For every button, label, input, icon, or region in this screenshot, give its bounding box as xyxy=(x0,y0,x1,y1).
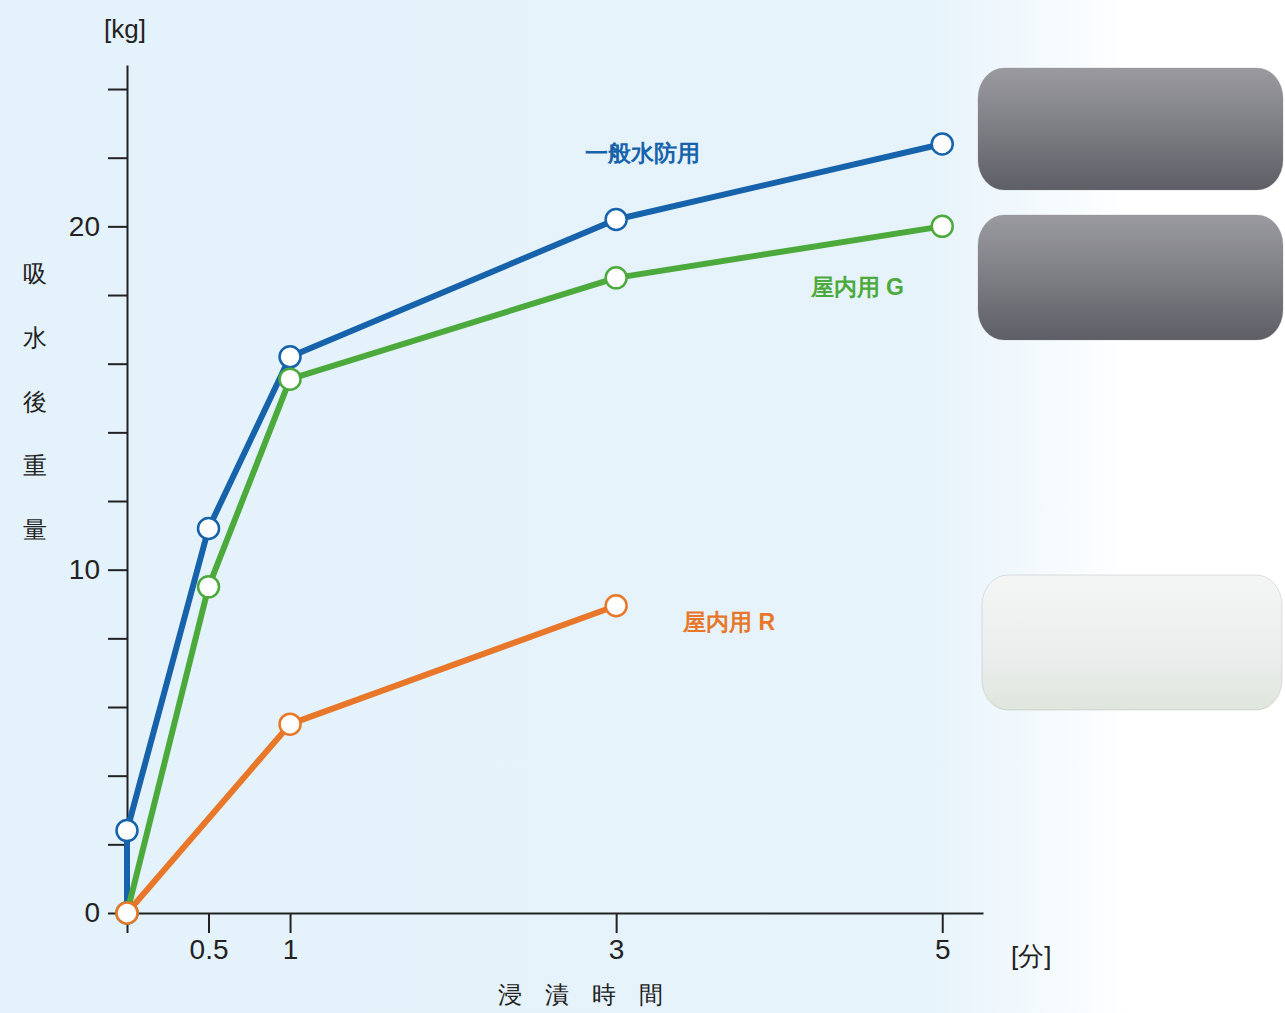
y-tick: 20 xyxy=(69,211,127,242)
x-tick-label: 1 xyxy=(283,934,299,965)
y-axis: 0 10 20 xyxy=(69,66,128,929)
x-axis: 0.5 1 3 5 xyxy=(128,913,984,965)
y-axis-line xyxy=(127,66,129,914)
y-tick xyxy=(108,638,127,639)
x-axis-line xyxy=(128,913,984,915)
series-marker xyxy=(280,369,301,390)
series-marker xyxy=(280,346,301,367)
series-marker xyxy=(932,216,953,237)
series-line xyxy=(127,606,616,913)
y-tick xyxy=(108,89,127,90)
x-tick-label: 5 xyxy=(935,934,951,965)
y-tick xyxy=(108,501,127,502)
y-tick-mark xyxy=(108,295,127,297)
chart: 0 10 20 0.5 1 3 5 [kg] [分] 吸水後重量浸漬時間 一般水防用屋内用 G 屋内用… xyxy=(0,0,1285,1013)
series-marker xyxy=(280,714,301,735)
series-marker xyxy=(117,903,138,924)
y-tick: 10 xyxy=(69,554,127,585)
series-marker xyxy=(117,820,138,841)
x-tick-label: 0.5 xyxy=(190,934,229,965)
y-tick xyxy=(108,158,127,159)
series-marker xyxy=(932,133,953,154)
y-unit: [kg] xyxy=(104,14,146,44)
series-marker xyxy=(198,518,219,539)
x-tick-mark xyxy=(208,913,210,933)
series-marker xyxy=(606,267,627,288)
series-marker xyxy=(117,903,138,924)
series-marker xyxy=(198,576,219,597)
x-tick: 0.5 xyxy=(190,913,229,965)
y-tick-mark xyxy=(108,501,127,503)
y-tick-mark xyxy=(108,569,127,571)
y-tick-mark xyxy=(108,89,127,91)
x-tick-label: 3 xyxy=(609,934,625,965)
series-label: 屋内用 G xyxy=(810,274,904,300)
series-line xyxy=(127,144,942,913)
y-tick-mark xyxy=(108,363,127,365)
y-tick-mark xyxy=(108,432,127,434)
y-tick xyxy=(108,776,127,777)
plot-area xyxy=(117,133,953,923)
y-tick-label: 10 xyxy=(69,554,100,585)
y-tick xyxy=(108,364,127,365)
x-axis-title: 浸漬時間 xyxy=(498,981,663,1009)
sandbag-photo xyxy=(978,215,1283,340)
series-marker xyxy=(606,595,627,616)
y-axis-title: 吸水後重量 xyxy=(23,260,47,544)
y-tick xyxy=(108,295,127,296)
y-tick xyxy=(108,707,127,708)
sandbag-photo xyxy=(978,68,1283,190)
series-line xyxy=(127,226,942,913)
sandbag-photo xyxy=(982,575,1282,710)
x-tick: 5 xyxy=(935,913,951,965)
y-tick-label: 20 xyxy=(69,211,100,242)
y-tick-mark xyxy=(108,226,127,228)
y-tick xyxy=(108,432,127,433)
y-tick-mark xyxy=(108,775,127,777)
x-unit: [分] xyxy=(1011,941,1051,971)
x-tick: 3 xyxy=(609,913,625,965)
y-tick-label: 0 xyxy=(84,897,100,928)
series-label: 屋内用 R xyxy=(682,609,775,635)
background xyxy=(0,0,1285,1013)
y-tick-mark xyxy=(108,707,127,709)
x-tick-mark xyxy=(290,913,292,933)
series-marker xyxy=(606,209,627,230)
y-tick-mark xyxy=(108,638,127,640)
x-tick: 1 xyxy=(283,913,299,965)
series-label: 一般水防用 xyxy=(585,140,700,166)
series-marker xyxy=(117,903,138,924)
y-tick-mark xyxy=(108,157,127,159)
x-tick-mark xyxy=(616,913,618,933)
x-tick-mark xyxy=(942,913,944,933)
